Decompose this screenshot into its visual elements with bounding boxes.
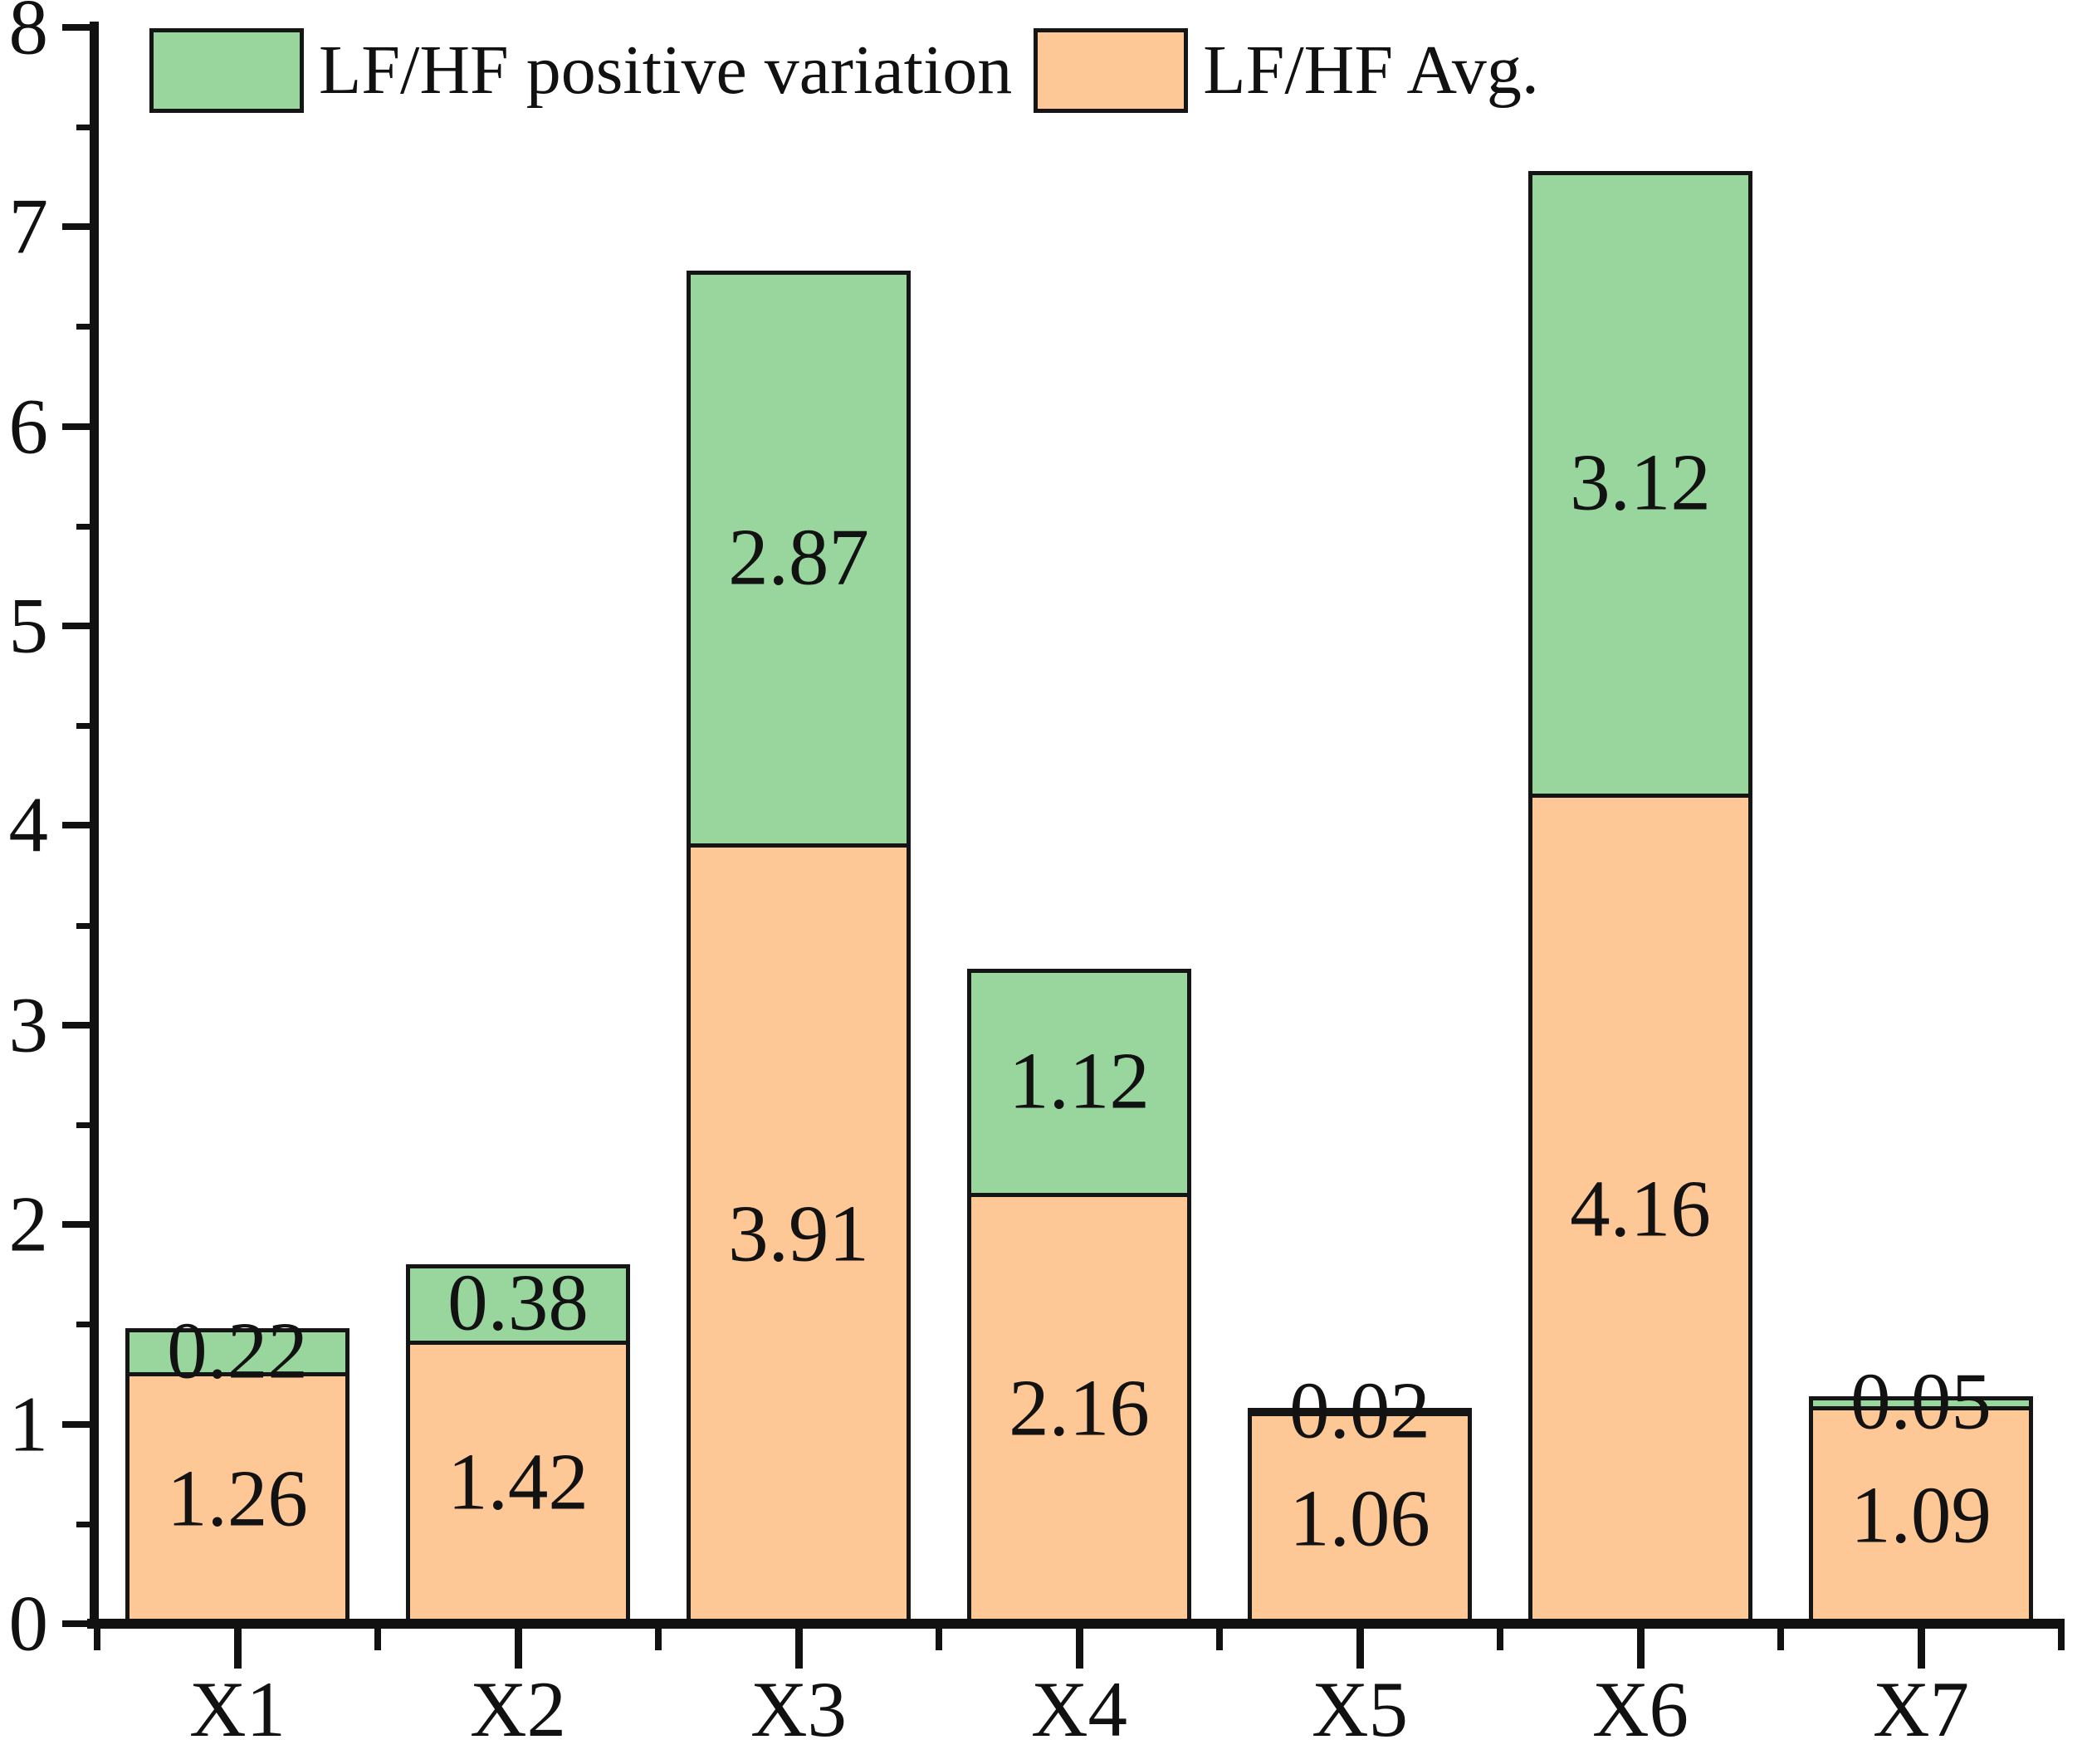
bar-segment-avg xyxy=(967,1192,1191,1629)
y-tick-label: 1 xyxy=(8,1380,49,1468)
value-label-positive-variation: 1.12 xyxy=(1009,1036,1150,1126)
bar-segment-positive-variation xyxy=(406,1264,630,1345)
x-minor-tick xyxy=(1777,1629,1784,1650)
y-major-tick xyxy=(62,1021,90,1029)
legend-swatch xyxy=(149,28,304,113)
y-minor-tick xyxy=(76,1521,90,1527)
y-tick-label: 6 xyxy=(8,382,49,471)
x-tick-label: X4 xyxy=(1030,1665,1128,1753)
x-major-tick xyxy=(234,1629,242,1669)
x-major-tick xyxy=(1076,1629,1083,1669)
x-minor-tick xyxy=(936,1629,942,1650)
value-label-positive-variation: 3.12 xyxy=(1570,437,1711,527)
y-minor-tick xyxy=(76,324,90,330)
value-label-avg: 3.91 xyxy=(728,1189,869,1278)
value-label-avg: 1.42 xyxy=(447,1437,589,1527)
y-tick-label: 7 xyxy=(8,182,49,271)
x-major-tick xyxy=(1356,1629,1364,1669)
bar-segment-positive-variation xyxy=(687,271,911,848)
value-label-avg: 4.16 xyxy=(1570,1164,1711,1253)
legend-label: LF/HF Avg. xyxy=(1203,32,1539,109)
y-major-tick xyxy=(62,623,90,629)
x-tick-label: X2 xyxy=(469,1665,567,1753)
x-tick-label: X3 xyxy=(750,1665,848,1753)
x-minor-tick xyxy=(94,1629,100,1650)
bar-segment-positive-variation xyxy=(1248,1408,1472,1417)
bar-segment-avg xyxy=(406,1340,630,1629)
y-tick-label: 3 xyxy=(8,980,49,1069)
value-label-avg: 1.06 xyxy=(1289,1473,1430,1563)
bar-segment-positive-variation xyxy=(1809,1395,2033,1410)
x-tick-label: X6 xyxy=(1591,1665,1689,1753)
x-tick-label: X7 xyxy=(1872,1665,1970,1753)
x-minor-tick xyxy=(1497,1629,1503,1650)
x-major-tick xyxy=(1637,1629,1645,1669)
value-label-positive-variation: 0.22 xyxy=(167,1306,308,1395)
y-minor-tick xyxy=(76,523,90,530)
legend-swatch xyxy=(1034,28,1189,113)
value-label-avg: 1.26 xyxy=(167,1454,308,1543)
y-axis-line xyxy=(90,22,99,1629)
value-label-positive-variation: 2.87 xyxy=(728,512,869,602)
y-major-tick xyxy=(62,1221,90,1229)
bar-segment-avg xyxy=(687,843,911,1629)
bar-segment-positive-variation xyxy=(1528,170,1752,798)
value-label-avg: 2.16 xyxy=(1009,1363,1150,1453)
value-label-positive-variation: 0.05 xyxy=(1850,1356,1992,1446)
bar-segment-positive-variation xyxy=(125,1328,349,1377)
chart-legend: LF/HF positive variation LF/HF Avg. xyxy=(149,28,1561,113)
y-minor-tick xyxy=(76,922,90,929)
y-minor-tick xyxy=(76,1122,90,1128)
legend-label: LF/HF positive variation xyxy=(319,32,1013,109)
x-tick-label: X1 xyxy=(188,1665,286,1753)
y-tick-label: 5 xyxy=(8,581,49,670)
y-tick-label: 8 xyxy=(8,0,49,71)
x-minor-tick xyxy=(374,1629,381,1650)
y-minor-tick xyxy=(76,125,90,130)
x-major-tick xyxy=(1918,1629,1925,1669)
y-minor-tick xyxy=(76,723,90,730)
y-major-tick xyxy=(62,223,90,231)
value-label-positive-variation: 0.38 xyxy=(447,1258,589,1347)
y-tick-label: 4 xyxy=(8,780,49,869)
x-major-tick xyxy=(795,1629,803,1669)
x-major-tick xyxy=(515,1629,522,1669)
bar-segment-positive-variation xyxy=(967,969,1191,1197)
value-label-avg: 1.09 xyxy=(1850,1470,1992,1560)
x-tick-label: X5 xyxy=(1311,1665,1409,1753)
y-tick-label: 2 xyxy=(8,1180,49,1268)
y-tick-label: 0 xyxy=(8,1579,49,1668)
y-major-tick xyxy=(62,23,90,31)
bar-segment-avg xyxy=(1248,1412,1472,1629)
y-minor-tick xyxy=(76,1322,90,1328)
value-label-positive-variation: 0.02 xyxy=(1289,1366,1430,1455)
x-axis-line xyxy=(87,1619,2065,1629)
y-major-tick xyxy=(62,822,90,829)
y-major-tick xyxy=(62,1620,90,1627)
x-minor-tick xyxy=(1216,1629,1223,1650)
y-major-tick xyxy=(62,1420,90,1428)
y-major-tick xyxy=(62,423,90,430)
x-minor-tick xyxy=(655,1629,662,1650)
x-minor-tick xyxy=(2058,1629,2065,1650)
bar-segment-avg xyxy=(1809,1405,2033,1629)
